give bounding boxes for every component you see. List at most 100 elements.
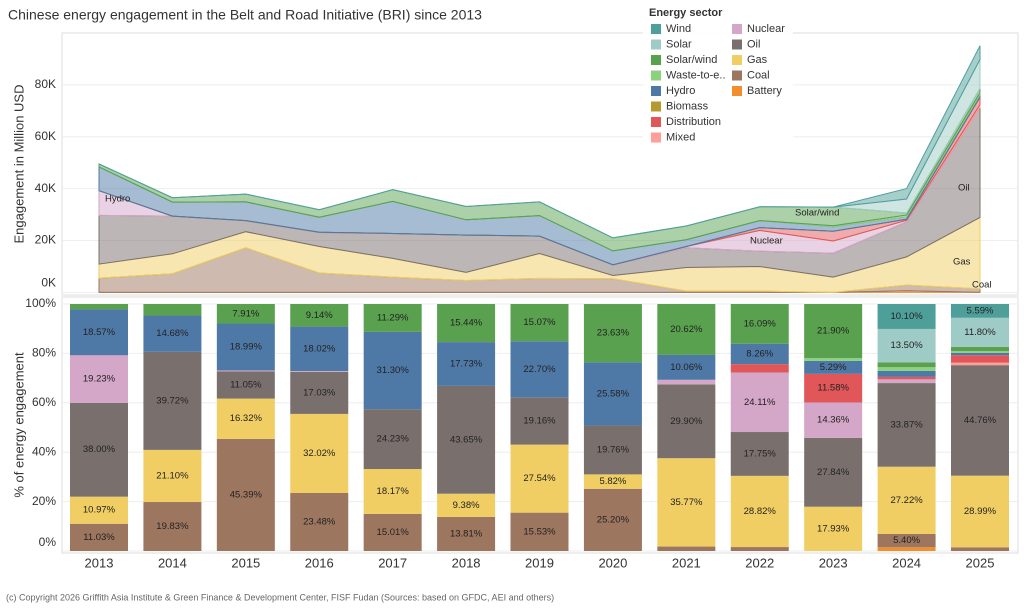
legend-swatch [651,132,661,143]
bar-segment [804,304,863,359]
legend-label: Gas [747,54,768,66]
bar-segment [583,304,642,363]
data-label: 28.82% [744,506,777,517]
y-tick-label: 0K [41,276,56,290]
legend-label: Hydro [666,85,695,97]
data-label: 11.05% [230,379,262,390]
legend-swatch [651,24,661,34]
bar-segment [657,458,716,547]
y-axis-title: Engagement in Million USD [11,85,26,244]
data-label: 25.20% [597,514,630,525]
data-label: 11.29% [377,312,409,323]
y-tick-label: 40% [32,444,56,458]
data-label: 17.03% [303,387,336,398]
data-label: 11.80% [964,327,996,338]
bar-segment [951,355,1009,363]
bar-segment [70,496,128,524]
bar-segment [730,372,789,433]
data-label: 32.02% [303,448,336,459]
bar-segment [290,326,349,372]
annotation: Nuclear [750,236,783,247]
bar-segment [804,402,863,438]
x-tick-label: 2021 [672,555,701,570]
data-label: 33.87% [890,419,923,430]
data-label: 5.82% [599,476,626,487]
annotation: Coal [972,280,992,291]
bar-segment [877,379,936,384]
data-label: 10.97% [83,505,116,516]
legend-label: Wind [666,23,691,35]
legend-swatch [732,55,742,65]
data-label: 27.84% [817,467,850,478]
bar-segment [583,425,642,475]
x-tick-label: 2024 [892,555,921,570]
data-label: 18.02% [303,343,336,354]
legend-label: Solar [666,38,692,50]
data-label: 35.77% [670,497,703,508]
legend-title: Energy sector [649,7,723,19]
bar-segment [804,358,863,361]
legend-swatch [651,117,661,127]
data-label: 20.62% [670,324,703,335]
legend-swatch [732,86,742,96]
area [98,45,981,239]
data-label: 29.90% [670,416,703,427]
bar-segment [216,438,275,551]
legend-swatch [651,70,661,81]
data-label: 25.58% [597,388,630,399]
data-label: 23.48% [303,517,336,528]
data-label: 16.32% [230,413,263,424]
bar-segment [290,304,349,327]
x-tick-label: 2025 [966,555,995,570]
data-label: 21.90% [817,326,850,337]
data-label: 21.10% [156,470,189,481]
data-label: 18.99% [230,342,263,353]
data-label: 18.17% [377,486,410,497]
chart-title: Chinese energy engagement in the Belt an… [8,7,482,23]
data-label: 8.26% [746,348,773,359]
bar-segment [363,304,422,332]
data-label: 5.40% [893,535,920,546]
data-label: 9.14% [306,310,333,321]
data-label: 15.44% [450,318,483,329]
bar-segment [216,398,275,439]
annotation: Oil [958,183,970,194]
data-label: 7.91% [232,308,259,319]
x-tick-label: 2014 [158,555,187,570]
data-label: 10.06% [670,362,703,373]
x-tick-label: 2016 [305,555,334,570]
bar-segment [290,371,349,414]
bar-segment [877,328,936,363]
bar-segment [657,379,716,385]
top-panel [61,32,1019,296]
legend-label: Nuclear [747,23,785,35]
legend-label: Biomass [666,100,709,112]
x-tick-label: 2019 [525,555,554,570]
bar-segment [951,365,1009,476]
bar-segment [951,547,1009,551]
bar-segment [437,516,496,551]
data-label: 19.76% [597,444,630,455]
bar-segment [437,385,496,494]
bar-segment [363,409,422,470]
data-label: 11.03% [83,532,115,543]
bar-segment [951,346,1009,352]
bar-segment [70,523,128,551]
bar-segment [363,469,422,514]
bar-segment [70,304,128,310]
bar-segment [290,413,349,494]
data-label: 17.75% [744,448,777,459]
legend-label: Oil [747,38,760,50]
bar-segment [657,546,716,551]
data-label: 27.54% [523,473,556,484]
bar-segment [583,362,642,426]
bar-segment [216,323,275,371]
data-label: 24.11% [744,397,776,408]
legend-label: Mixed [666,131,695,143]
bar-segment [70,309,128,356]
data-label: 24.23% [377,434,410,445]
data-label: 17.73% [450,359,483,370]
bar-segment [951,351,1009,353]
annotation: Gas [953,257,971,268]
bar-segment [510,304,569,342]
